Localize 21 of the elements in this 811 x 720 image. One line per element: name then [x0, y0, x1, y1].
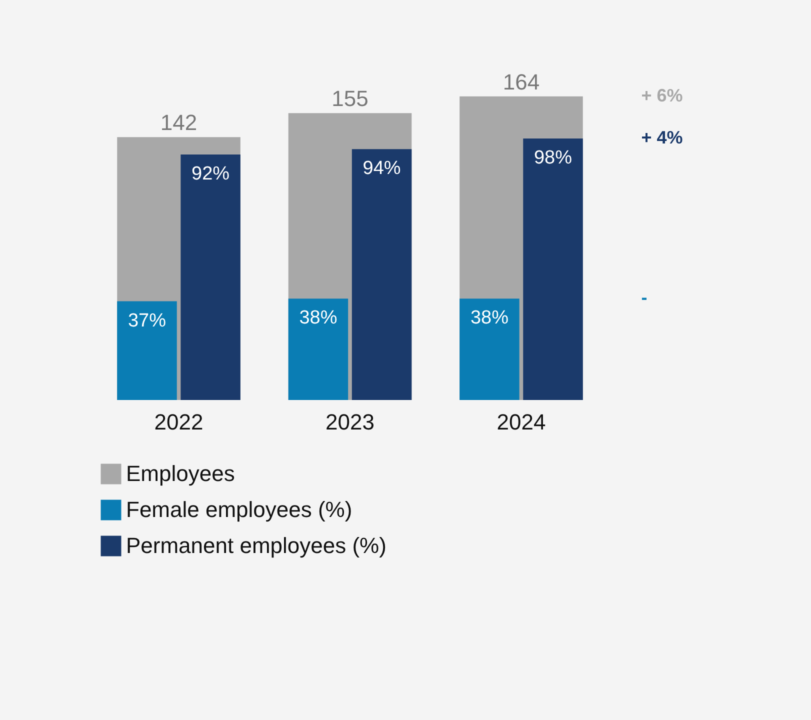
x-tick-label: 2023 [326, 410, 374, 434]
data-label: 92% [192, 163, 230, 184]
data-label: 38% [299, 308, 338, 329]
data-label: 155 [332, 86, 368, 112]
x-tick-label: 2024 [496, 410, 546, 434]
data-label: 38% [470, 308, 509, 329]
bar [460, 298, 520, 400]
legend-label: Female employees (%) [126, 497, 352, 522]
data-label: 98% [534, 147, 572, 168]
legend-label: Permanent employees (%) [126, 533, 386, 558]
data-label: 94% [362, 158, 401, 180]
data-label: 37% [128, 310, 166, 332]
data-label: 164 [502, 69, 540, 94]
data-label: 142 [160, 110, 198, 136]
bar [288, 298, 348, 400]
text: + 6% [641, 85, 683, 106]
bar [117, 301, 177, 400]
legend-label: Employees [126, 461, 235, 486]
x-tick-label: 2022 [154, 410, 204, 434]
text: + 4% [641, 127, 683, 148]
text: - [641, 288, 648, 308]
